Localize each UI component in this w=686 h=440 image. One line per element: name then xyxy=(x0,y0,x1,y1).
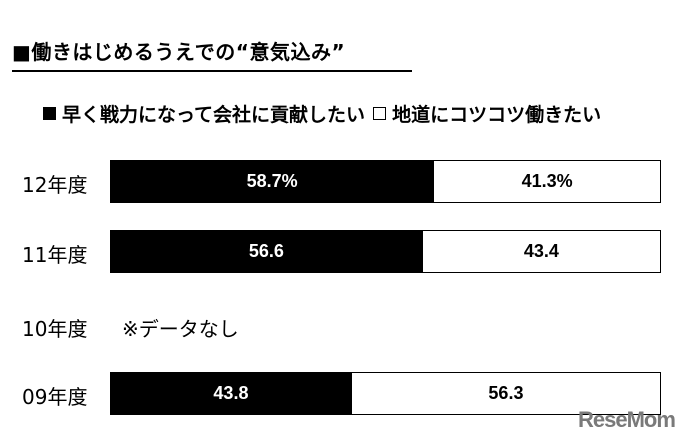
legend-item-steady: 地道にコツコツ働きたい xyxy=(373,100,601,127)
legend: 早く戦力になって会社に貢献したい 地道にコツコツ働きたい xyxy=(43,100,601,127)
legend-label: 早く戦力になって会社に貢献したい xyxy=(62,104,366,126)
watermark-logo: ReseMom xyxy=(578,407,676,432)
bar-segment-steady: 56.3 xyxy=(350,373,660,414)
chart-title: ■働きはじめるうえでの“意気込み” xyxy=(12,40,346,64)
bar-segment-steady: 43.4 xyxy=(421,231,660,272)
bar-segment-contribute: 56.6 xyxy=(111,231,422,272)
legend-label: 地道にコツコツ働きたい xyxy=(392,104,602,126)
row-label-fy09: 09年度 xyxy=(22,385,88,409)
bar-fy09: 43.8 56.3 xyxy=(110,372,661,415)
legend-swatch-white-icon xyxy=(373,107,387,120)
bar-segment-contribute: 58.7% xyxy=(111,161,434,202)
bar-segment-contribute: 43.8 xyxy=(111,373,351,414)
row-label-fy10: 10年度 xyxy=(22,317,88,341)
title-underline xyxy=(12,70,412,72)
no-data-note: ※データなし xyxy=(122,317,239,341)
legend-swatch-black-icon xyxy=(43,107,56,120)
row-label-fy11: 11年度 xyxy=(22,243,88,267)
bar-fy11: 56.6 43.4 xyxy=(110,230,661,273)
legend-item-contribute: 早く戦力になって会社に貢献したい xyxy=(43,100,365,127)
row-label-fy12: 12年度 xyxy=(22,173,88,197)
bar-segment-steady: 41.3% xyxy=(433,161,660,202)
bar-fy12: 58.7% 41.3% xyxy=(110,160,661,203)
